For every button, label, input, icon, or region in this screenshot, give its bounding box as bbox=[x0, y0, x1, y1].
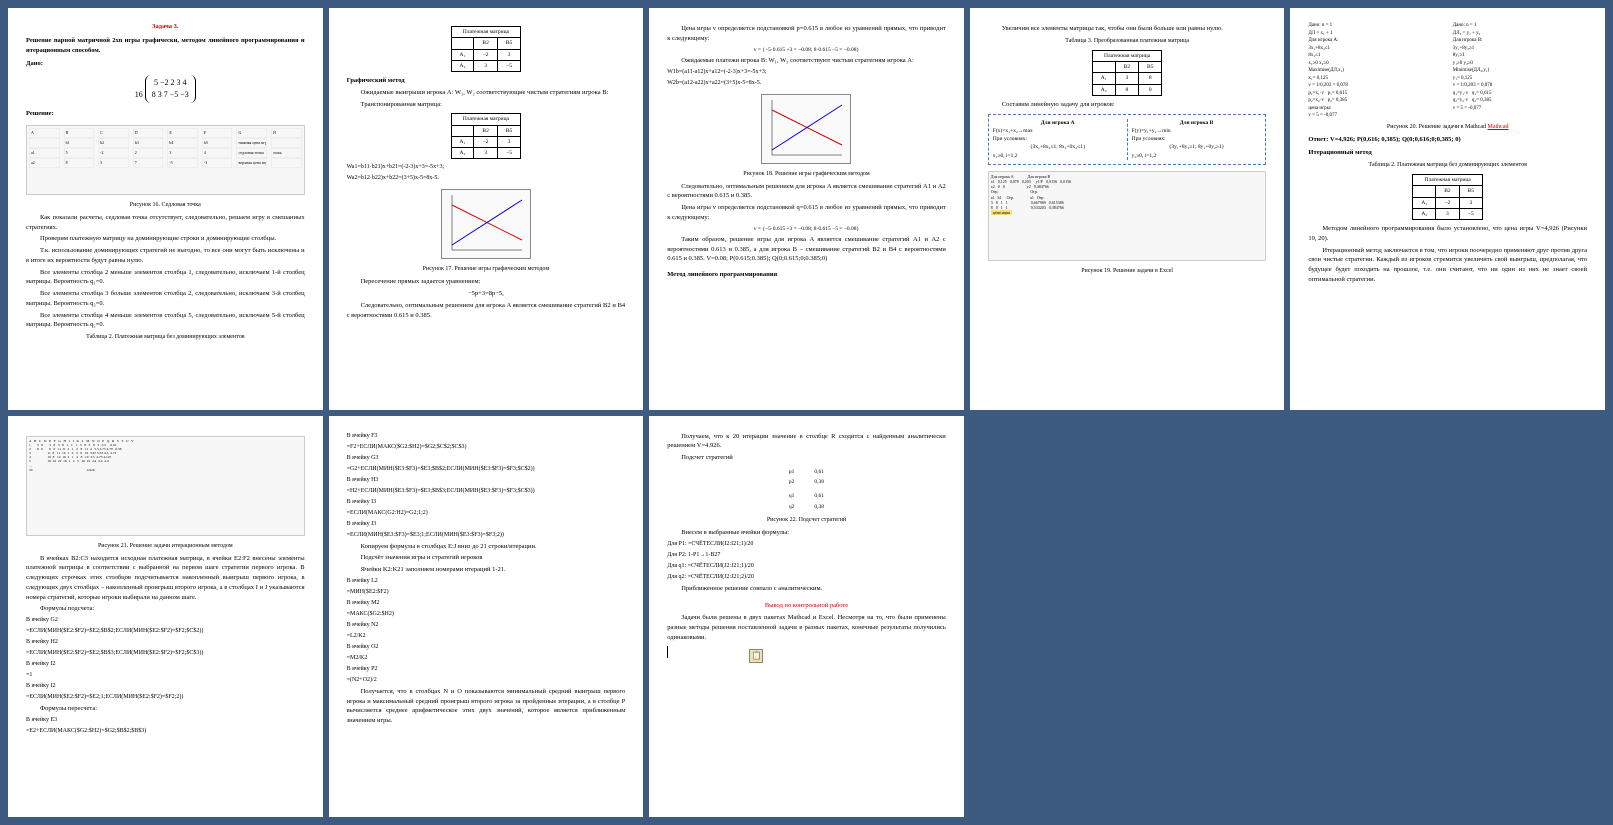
fig20-caption: Рисунок 20. Решение задачи в Mathcad Mat… bbox=[1308, 123, 1587, 132]
conclusion-hdr: Вывод по контрольной работе bbox=[667, 601, 946, 611]
task-title: Задача 3. bbox=[26, 22, 305, 32]
tbl2-caption-b: Таблица 2. Платежная матрица без доминир… bbox=[1308, 161, 1587, 170]
payoff-table-2: Платежная матрица B2B5 A₁−23 A₂3−5 bbox=[451, 113, 522, 159]
payoff-table-4: Платежная матрица B2B5 A₁−23 A₂3−5 bbox=[1412, 174, 1483, 220]
p2-w1: Wa1=b11·b21)x+b21=(-2-3)x+3=-5x+3; bbox=[347, 163, 626, 172]
p3-t1: Цена игры v определяется подстановкой p=… bbox=[667, 24, 946, 44]
f5h: Формулы пересчета: bbox=[26, 704, 305, 714]
p5-t1: Методом линейного программирования было … bbox=[1308, 224, 1587, 244]
fig16-caption: Рисунок 16. Седловая точка bbox=[26, 201, 305, 210]
page-1: Задача 3. Решение парной матричной 2xn и… bbox=[8, 8, 323, 410]
f5l: В ячейку E3 bbox=[26, 716, 305, 725]
lp-hdr: Метод линейного программирования bbox=[667, 270, 946, 280]
p3-eq1: v = {−5·0.615 +3 = −0.08; 8·0.615 −5 = −… bbox=[667, 46, 946, 54]
chart-2 bbox=[761, 94, 851, 164]
f5: =E2+ЕСЛИ(МАКС($G2:$H2)=$G2;$B$2;$B$3) bbox=[26, 727, 305, 736]
tbl3-caption: Таблица 3. Преобразованная платежная мат… bbox=[988, 37, 1267, 46]
f3: =1 bbox=[26, 671, 305, 680]
fig19-caption: Рисунок 19. Решение задачи в Excel bbox=[988, 267, 1267, 276]
p1-t6: Все элементы столбца 4 меньше элементов … bbox=[26, 311, 305, 331]
payoff-table-3: Платежная матрица B2B5 A₁38 A₂80 bbox=[1092, 50, 1163, 96]
empty-slot-1 bbox=[970, 416, 1285, 818]
page-8: Получаем, что к 20 итерации значение в с… bbox=[649, 416, 964, 818]
empty-slot-2 bbox=[1290, 416, 1605, 818]
p1-t2: Проверим платежную матрицу на доминирующ… bbox=[26, 234, 305, 244]
p1-t4: Все элементы столбца 2 меньше элементов … bbox=[26, 268, 305, 288]
f2l: В ячейку H2 bbox=[26, 638, 305, 647]
lp-box: Для игрока A F(x)=x₁+x₂→max При условиях… bbox=[988, 114, 1267, 165]
paste-icon[interactable]: 📋 bbox=[749, 649, 763, 663]
f1l: В ячейку G2 bbox=[26, 616, 305, 625]
page-5: Дано: n = 1ДЛ = x₁ + 1Для игрока A:3x₁+8… bbox=[1290, 8, 1605, 410]
heading: Решение парной матричной 2xn игры графич… bbox=[26, 36, 305, 56]
tbl2-caption: Таблица 2. Платежная матрица без доминир… bbox=[26, 333, 305, 342]
p4-t1: Увеличим все элементы матрицы так, чтобы… bbox=[988, 24, 1267, 34]
p6-fhdr: Формулы подсчета: bbox=[26, 604, 305, 614]
p1-t5: Все элементы столбца 3 больше элементов … bbox=[26, 289, 305, 309]
fig18-caption: Рисунок 18. Решение игры графическим мет… bbox=[667, 170, 946, 179]
chart-1 bbox=[441, 189, 531, 259]
p3-t4: Цена игры v определяется подстановкой q=… bbox=[667, 203, 946, 223]
page-7: В ячейку F3 =F2+ЕСЛИ(МАКС($G2:$H2)=$G2;$… bbox=[329, 416, 644, 818]
f2: =ЕСЛИ(МИН($E2:$F2)=$E2;$B$3;ЕСЛИ(МИН($E2… bbox=[26, 649, 305, 658]
p4-t2: Составим линейную задачу для игроков: bbox=[988, 100, 1267, 110]
p5-t2: Итерационный метод заключается в том, чт… bbox=[1308, 246, 1587, 285]
matrix: 16 5 −2 2 3 4 8 3 7 −5 −3 bbox=[26, 75, 305, 103]
mathcad-box: Дано: n = 1ДЛ = x₁ + 1Для игрока A:3x₁+8… bbox=[1308, 22, 1587, 120]
excel-sheet-1: ABCDEFGH b1b2b3b4b5нижняя цена игры a15-… bbox=[26, 125, 305, 195]
page-2: Платежная матрица B2B5 A₁−23 A₂3−5 Графи… bbox=[329, 8, 644, 410]
p2-t3: Пересечение прямых задается уравнением: bbox=[347, 277, 626, 287]
strategy-table: p10,61 p20,38 q10,61 q20,38 bbox=[779, 467, 834, 512]
p2-eq: −5p+3=8p−5, bbox=[347, 289, 626, 299]
graph-method-hdr: Графический метод bbox=[347, 76, 626, 86]
answer: Ответ: V=4,926; P(0,616; 0,385); Q(0;0,6… bbox=[1308, 135, 1587, 145]
p3-w1: W1b=(a11-a12)x+a12=(-2-3)x+3=-5x+3; bbox=[667, 68, 946, 77]
excel-sheet-3: A B C D E F G H I J K L M N O P Q R S T … bbox=[26, 436, 305, 536]
iter-hdr: Итерационный метод bbox=[1308, 148, 1587, 158]
p3-eq2: v = {−5·0.615 +3 = −0.08; 8·0.615 −5 = −… bbox=[667, 225, 946, 233]
p2-w2: Wa2=b12·b22)x+b22=(3+5)x-5=8x-5. bbox=[347, 174, 626, 183]
page-grid: Задача 3. Решение парной матричной 2xn и… bbox=[8, 8, 1605, 817]
p3-w2: W2b=(a12-a22)x+a22=(3+5)x-5=8x-5. bbox=[667, 79, 946, 88]
page-4: Увеличим все элементы матрицы так, чтобы… bbox=[970, 8, 1285, 410]
fig21-caption: Рисунок 21. Решение задачи итерационным … bbox=[26, 542, 305, 551]
p6-t1: В ячейках B2:C3 находится исходная плате… bbox=[26, 554, 305, 603]
f3l: В ячейку I2 bbox=[26, 660, 305, 669]
page-3: Цена игры v определяется подстановкой p=… bbox=[649, 8, 964, 410]
p2-t1: Ожидаемые выигрыши игрока A: W₁, W₂ соот… bbox=[347, 88, 626, 98]
page-6: A B C D E F G H I J K L M N O P Q R S T … bbox=[8, 416, 323, 818]
p3-t2: Ожидаемые платежи игрока B: W₁, W₂ соотв… bbox=[667, 56, 946, 66]
p2-t4: Следовательно, оптимальным решением для … bbox=[347, 301, 626, 321]
payoff-table-1: Платежная матрица B2B5 A₁−23 A₂3−5 bbox=[451, 26, 522, 72]
f4l: В ячейку I2 bbox=[26, 682, 305, 691]
fig17-caption: Рисунок 17. Решение игры графическим мет… bbox=[347, 265, 626, 274]
f1: =ЕСЛИ(МИН($E2:$F2)=$E2;$B$2;ЕСЛИ(МИН($E2… bbox=[26, 627, 305, 636]
f4: =ЕСЛИ(МИН($E2:$F2)=$E2;1;ЕСЛИ(МИН($E2:$F… bbox=[26, 693, 305, 702]
p1-t1: Как показали расчеты, седловая точка отс… bbox=[26, 213, 305, 233]
given-label: Дано: bbox=[26, 59, 305, 69]
p3-t5: Таким образом, решение игры для игрока A… bbox=[667, 235, 946, 264]
solution-label: Решение: bbox=[26, 109, 305, 119]
p3-t3: Следовательно, оптимальным решением для … bbox=[667, 182, 946, 202]
excel-sheet-2: Для игрока A Для игрока B x1 0,125 0,078… bbox=[988, 171, 1267, 261]
p2-t2: Транспонированная матрица: bbox=[347, 100, 626, 110]
p1-t3: Т.к. использование доминирующих стратеги… bbox=[26, 246, 305, 266]
